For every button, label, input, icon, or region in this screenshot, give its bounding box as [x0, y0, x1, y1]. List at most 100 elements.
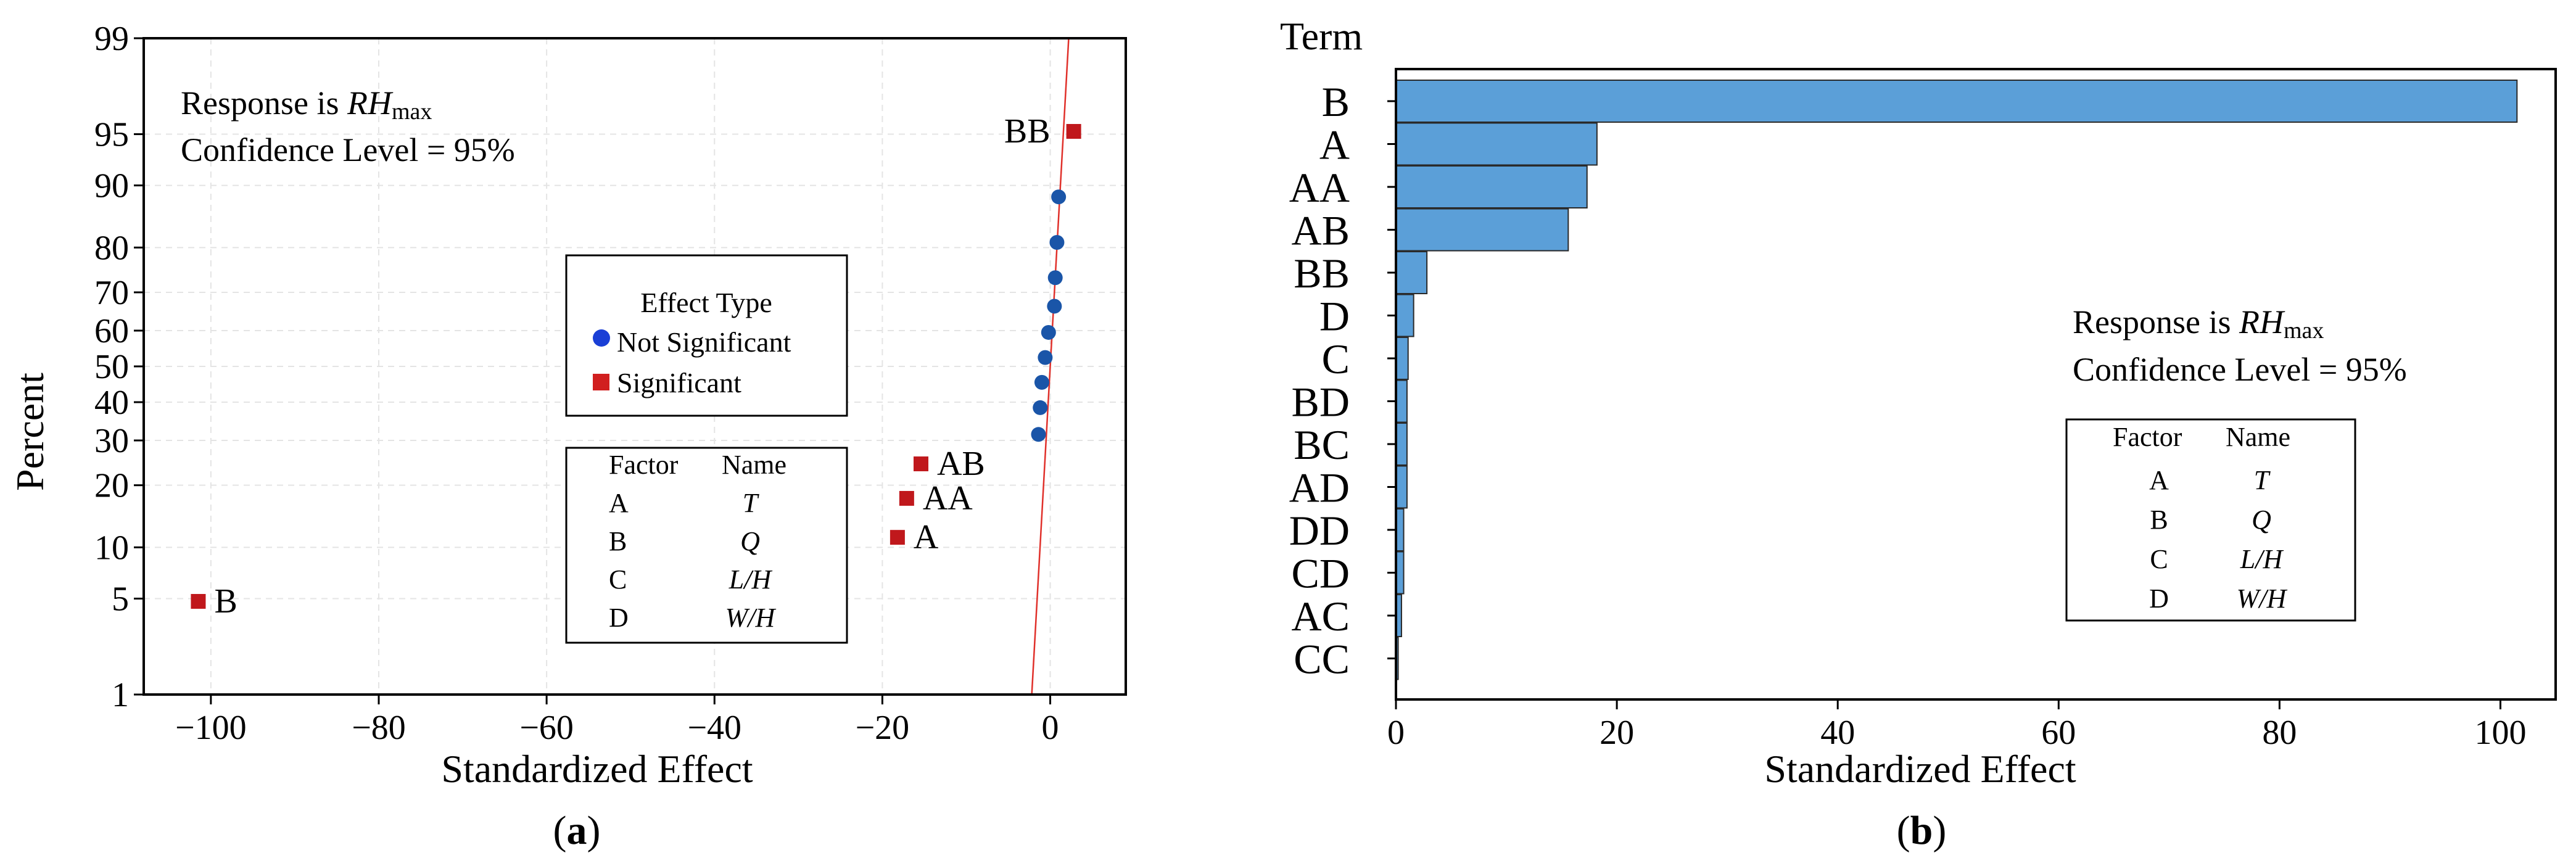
a-y-tick-label: 80 — [94, 229, 129, 267]
b-bar-a — [1395, 122, 1598, 166]
a-x-tick-label: 0 — [1042, 709, 1059, 747]
b-panel-letter: b — [1910, 808, 1933, 853]
a-y-tick-label: 99 — [94, 20, 129, 58]
a-x-tick-label: −40 — [687, 709, 741, 747]
a-y-tick-label: 60 — [94, 312, 129, 350]
a-annotation-var: RH — [347, 85, 394, 122]
a-point-not-significant — [1031, 427, 1046, 442]
b-x-tick-label: 100 — [2474, 714, 2526, 752]
b-annotation-var: RH — [2239, 303, 2285, 340]
b-factor-row-1: A — [2149, 465, 2169, 495]
b-annotation-prefix: Response is — [2073, 303, 2239, 340]
a-name-row-4: W/H — [725, 603, 777, 633]
b-name-row-2: Q — [2252, 505, 2271, 535]
a-name-row-2: Q — [740, 526, 760, 556]
b-bar-bb — [1395, 251, 1428, 294]
b-x-tick-label: 80 — [2262, 714, 2297, 752]
b-term-label-aa: AA — [1289, 164, 1350, 211]
b-term-header: Term — [1280, 14, 1363, 58]
a-legend-marker-significant — [593, 374, 609, 390]
a-point-not-significant — [1034, 374, 1049, 390]
b-name-header: Name — [2226, 422, 2290, 452]
b-factor-header: Factor — [2113, 422, 2182, 452]
a-factor-row-1: A — [609, 488, 629, 518]
b-bar-b — [1395, 80, 2518, 123]
b-bar-aa — [1395, 165, 1588, 208]
b-term-label-c: C — [1322, 336, 1350, 382]
b-annotation-sub: max — [2284, 318, 2324, 344]
b-x-tick-label: 60 — [2041, 714, 2076, 752]
a-point-not-significant — [1047, 270, 1063, 286]
a-x-axis-label: Standardized Effect — [441, 747, 753, 791]
a-point-label-b: B — [214, 582, 237, 621]
b-plot-frame — [1395, 68, 2557, 701]
a-legend: Effect Type Not Significant Significant — [565, 254, 848, 417]
a-name-row-1: T — [743, 488, 760, 518]
a-y-tick-label: 30 — [94, 422, 129, 460]
b-annotation-line2: Confidence Level = 95% — [2073, 351, 2407, 388]
a-x-ticks: −100 −80 −60 −40 −20 0 — [175, 695, 1059, 747]
b-factor-table-frame — [2065, 418, 2356, 622]
a-legend-title: Effect Type — [640, 287, 772, 318]
b-annotation-line1: Response is RHmax — [2073, 303, 2324, 344]
a-panel-label: (a) — [553, 808, 601, 853]
b-term-label-cd: CD — [1292, 550, 1350, 597]
a-factor-row-4: D — [609, 603, 629, 633]
b-panel-label: (b) — [1897, 808, 1947, 853]
a-factor-table: Factor Name A T B Q C L/H D W/H — [565, 447, 848, 644]
b-term-label-b: B — [1322, 78, 1350, 125]
a-annotation-prefix: Response is — [181, 85, 347, 122]
a-y-tick-label: 90 — [94, 167, 129, 205]
b-name-row-1: T — [2254, 465, 2271, 495]
a-reference-line — [1031, 38, 1070, 695]
b-term-label-a: A — [1319, 122, 1350, 168]
b-x-axis-label: Standardized Effect — [1764, 747, 2076, 791]
a-factor-row-2: B — [609, 526, 627, 556]
a-y-axis-label: Percent — [8, 373, 52, 491]
a-y-tick-label: 20 — [94, 467, 129, 505]
a-x-tick-label: −100 — [175, 709, 247, 747]
b-term-label-ac: AC — [1292, 593, 1350, 640]
a-factor-table-frame — [565, 447, 848, 644]
b-factor-row-4: D — [2149, 584, 2169, 614]
b-bar-bd — [1395, 379, 1408, 423]
b-term-label-ad: AD — [1289, 464, 1350, 511]
a-point-label-a: A — [914, 518, 939, 556]
b-factor-row-2: B — [2150, 505, 2168, 535]
a-point-significant-ab — [913, 456, 928, 472]
b-bar-ad — [1395, 465, 1408, 509]
a-legend-label-significant: Significant — [617, 367, 741, 398]
a-point-not-significant — [1051, 189, 1067, 205]
b-name-row-4: W/H — [2237, 584, 2288, 614]
b-factor-table: Factor Name A T B Q C L/H D W/H — [2065, 418, 2356, 622]
a-point-not-significant — [1033, 400, 1048, 415]
b-term-label-ab: AB — [1292, 207, 1350, 254]
a-name-header: Name — [722, 450, 786, 480]
a-point-label-ab: AB — [937, 445, 985, 483]
b-term-label-bd: BD — [1292, 379, 1350, 426]
a-y-tick-label: 40 — [94, 384, 129, 422]
b-bar-bc — [1395, 423, 1408, 466]
a-name-row-3: L/H — [729, 564, 773, 595]
b-name-row-3: L/H — [2240, 544, 2284, 574]
a-y-tick-label: 70 — [94, 274, 129, 312]
b-bars — [1395, 80, 2518, 680]
b-term-label-bc: BC — [1294, 421, 1350, 468]
a-point-label-aa: AA — [923, 479, 973, 518]
a-panel-letter: a — [567, 808, 587, 853]
a-x-tick-label: −20 — [856, 709, 910, 747]
b-bar-ab — [1395, 208, 1569, 252]
b-term-label-d: D — [1319, 293, 1350, 340]
a-y-tick-label: 10 — [94, 529, 129, 567]
a-point-significant-aa — [899, 490, 914, 506]
a-legend-frame — [565, 254, 848, 417]
a-annotation-line2: Confidence Level = 95% — [181, 131, 515, 168]
a-y-tick-label: 95 — [94, 116, 129, 154]
a-factor-row-3: C — [609, 564, 627, 595]
b-x-tick-label: 20 — [1600, 714, 1634, 752]
